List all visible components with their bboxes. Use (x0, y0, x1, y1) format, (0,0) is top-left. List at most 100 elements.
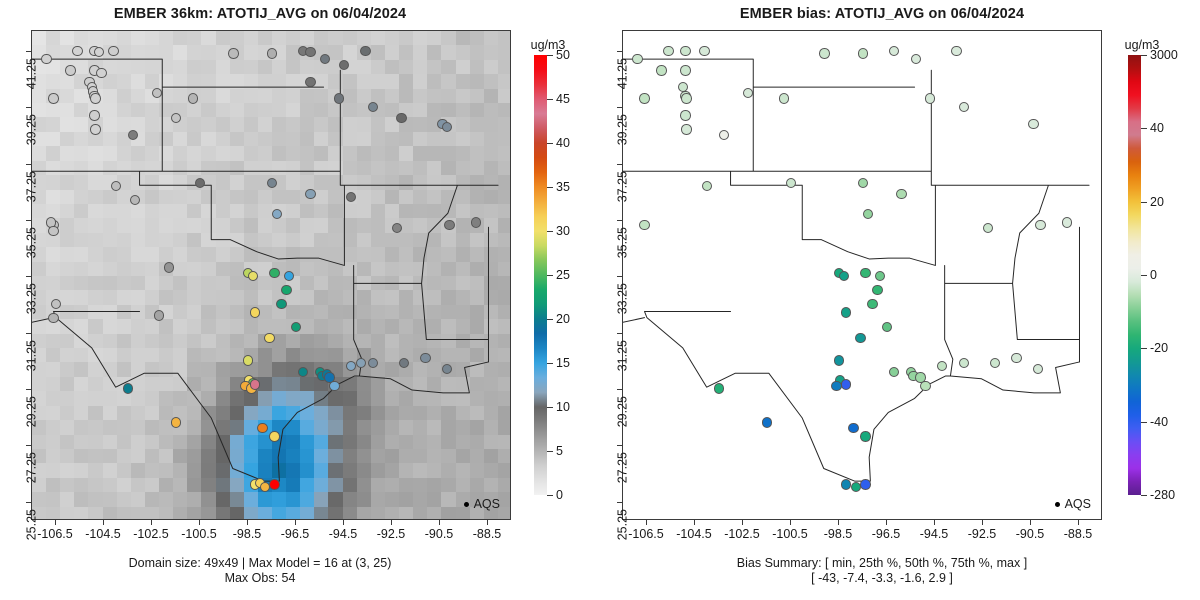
aqs-station-dot[interactable] (50, 299, 62, 310)
aqs-station-dot[interactable] (264, 332, 275, 344)
aqs-station-dot[interactable] (857, 48, 869, 59)
aqs-station-dot[interactable] (742, 87, 753, 99)
aqs-station-dot[interactable] (257, 422, 268, 434)
aqs-station-dot[interactable] (48, 225, 59, 237)
aqs-station-dot[interactable] (250, 379, 261, 390)
aqs-station-dot[interactable] (925, 93, 936, 104)
aqs-station-dot[interactable] (833, 355, 845, 366)
aqs-station-dot[interactable] (346, 191, 357, 203)
aqs-station-dot[interactable] (680, 45, 691, 56)
aqs-station-dot[interactable] (872, 284, 883, 296)
aqs-station-dot[interactable] (41, 54, 52, 65)
aqs-station-dot[interactable] (910, 54, 921, 65)
aqs-station-dot[interactable] (681, 124, 692, 135)
aqs-station-dot[interactable] (110, 180, 122, 192)
aqs-station-dot[interactable] (250, 307, 261, 318)
aqs-station-dot[interactable] (896, 189, 907, 200)
aqs-station-dot[interactable] (398, 358, 410, 369)
aqs-station-dot[interactable] (958, 358, 969, 369)
aqs-station-dot[interactable] (680, 110, 691, 121)
aqs-station-dot[interactable] (266, 177, 278, 189)
map-plot-bias[interactable]: AQS (622, 30, 1102, 520)
aqs-station-dot[interactable] (785, 177, 797, 189)
aqs-station-dot[interactable] (48, 93, 59, 104)
aqs-station-dot[interactable] (360, 45, 371, 56)
aqs-station-dot[interactable] (470, 217, 482, 228)
aqs-station-dot[interactable] (90, 124, 101, 135)
aqs-station-dot[interactable] (867, 299, 878, 310)
map-plot-model[interactable]: AQS (31, 30, 511, 520)
aqs-station-dot[interactable] (713, 383, 725, 394)
aqs-station-dot[interactable] (338, 59, 350, 70)
aqs-station-dot[interactable] (355, 358, 366, 369)
aqs-station-dot[interactable] (860, 479, 871, 490)
aqs-station-dot[interactable] (65, 65, 76, 76)
aqs-station-dot[interactable] (281, 284, 292, 296)
aqs-station-dot[interactable] (1033, 363, 1044, 375)
aqs-station-dot[interactable] (242, 355, 254, 366)
aqs-station-dot[interactable] (841, 379, 852, 390)
aqs-station-dot[interactable] (874, 270, 885, 282)
aqs-station-dot[interactable] (444, 220, 455, 231)
aqs-station-dot[interactable] (305, 189, 316, 200)
aqs-station-dot[interactable] (778, 93, 789, 104)
aqs-station-dot[interactable] (681, 93, 692, 104)
aqs-station-dot[interactable] (122, 383, 134, 394)
aqs-station-dot[interactable] (1011, 352, 1022, 363)
aqs-station-dot[interactable] (958, 101, 969, 113)
aqs-station-dot[interactable] (367, 101, 378, 113)
aqs-station-dot[interactable] (90, 93, 101, 104)
aqs-station-dot[interactable] (442, 363, 453, 375)
aqs-station-dot[interactable] (841, 479, 852, 490)
aqs-station-dot[interactable] (860, 268, 871, 279)
aqs-station-dot[interactable] (94, 46, 105, 58)
aqs-station-dot[interactable] (151, 87, 162, 99)
aqs-station-dot[interactable] (329, 380, 340, 391)
aqs-station-dot[interactable] (127, 130, 138, 141)
aqs-station-dot[interactable] (48, 313, 59, 324)
aqs-station-dot[interactable] (154, 310, 165, 321)
aqs-station-dot[interactable] (391, 222, 402, 234)
aqs-station-dot[interactable] (271, 208, 282, 220)
aqs-station-dot[interactable] (305, 76, 316, 87)
aqs-station-dot[interactable] (1061, 217, 1073, 228)
aqs-station-dot[interactable] (269, 268, 280, 279)
aqs-station-dot[interactable] (889, 366, 900, 377)
aqs-station-dot[interactable] (1028, 118, 1039, 130)
aqs-station-dot[interactable] (639, 220, 650, 231)
aqs-station-dot[interactable] (305, 46, 316, 58)
aqs-station-dot[interactable] (860, 431, 871, 442)
aqs-station-dot[interactable] (269, 479, 280, 490)
aqs-station-dot[interactable] (269, 431, 280, 442)
aqs-station-dot[interactable] (346, 360, 357, 372)
aqs-station-dot[interactable] (680, 65, 691, 76)
aqs-station-dot[interactable] (298, 366, 309, 377)
aqs-station-dot[interactable] (848, 422, 859, 434)
aqs-station-dot[interactable] (881, 321, 893, 332)
aqs-station-dot[interactable] (632, 54, 643, 65)
aqs-station-dot[interactable] (982, 222, 993, 234)
aqs-station-dot[interactable] (701, 180, 713, 192)
aqs-station-dot[interactable] (108, 45, 119, 56)
aqs-station-dot[interactable] (855, 332, 866, 344)
aqs-station-dot[interactable] (920, 380, 931, 391)
aqs-station-dot[interactable] (639, 93, 650, 104)
aqs-station-dot[interactable] (663, 45, 674, 56)
aqs-station-dot[interactable] (283, 270, 294, 282)
aqs-station-dot[interactable] (290, 321, 302, 332)
aqs-station-dot[interactable] (989, 358, 1001, 369)
aqs-station-dot[interactable] (266, 48, 278, 59)
aqs-station-dot[interactable] (319, 54, 330, 65)
aqs-station-dot[interactable] (72, 45, 83, 56)
aqs-station-dot[interactable] (838, 270, 849, 282)
aqs-station-dot[interactable] (170, 417, 182, 428)
aqs-station-dot[interactable] (718, 130, 729, 141)
aqs-station-dot[interactable] (857, 177, 869, 189)
aqs-station-dot[interactable] (656, 65, 667, 76)
aqs-station-dot[interactable] (194, 177, 206, 189)
aqs-station-dot[interactable] (761, 417, 773, 428)
aqs-station-dot[interactable] (699, 45, 710, 56)
aqs-station-dot[interactable] (937, 360, 948, 372)
aqs-station-dot[interactable] (96, 68, 107, 79)
aqs-station-dot[interactable] (819, 48, 830, 59)
